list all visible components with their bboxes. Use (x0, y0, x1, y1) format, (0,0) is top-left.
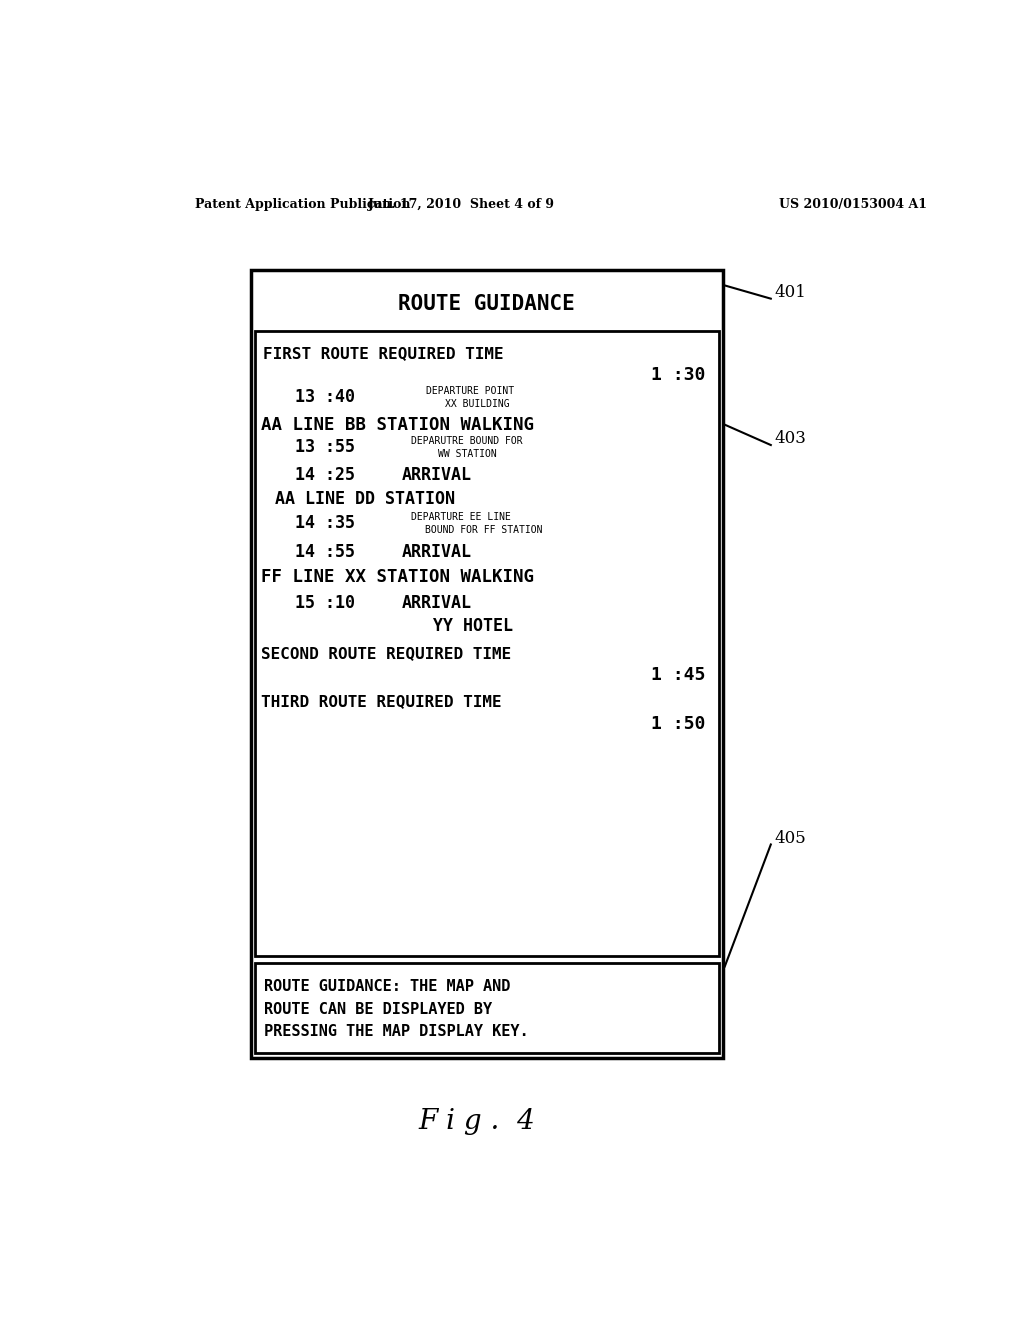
Text: 401: 401 (775, 284, 807, 301)
Text: 403: 403 (775, 430, 807, 447)
Text: ARRIVAL: ARRIVAL (401, 594, 472, 611)
Text: 1 :45: 1 :45 (651, 665, 706, 684)
Text: 13 :40: 13 :40 (295, 388, 354, 407)
Text: WW STATION: WW STATION (437, 449, 497, 459)
Text: ARRIVAL: ARRIVAL (401, 466, 472, 483)
Text: DEPARTURE EE LINE: DEPARTURE EE LINE (411, 512, 510, 523)
Text: 1 :50: 1 :50 (651, 714, 706, 733)
Text: ROUTE GUIDANCE: ROUTE GUIDANCE (398, 294, 575, 314)
Text: DEPARTURE POINT: DEPARTURE POINT (426, 387, 514, 396)
Text: ROUTE GUIDANCE: THE MAP AND: ROUTE GUIDANCE: THE MAP AND (264, 979, 511, 994)
Text: DEPARUTRE BOUND FOR: DEPARUTRE BOUND FOR (411, 436, 522, 446)
Bar (251, 271, 723, 1057)
Text: 14 :35: 14 :35 (295, 515, 354, 532)
Text: PRESSING THE MAP DISPLAY KEY.: PRESSING THE MAP DISPLAY KEY. (264, 1024, 529, 1039)
Text: Patent Application Publication: Patent Application Publication (196, 198, 411, 211)
Text: 15 :10: 15 :10 (295, 594, 354, 611)
Text: ROUTE CAN BE DISPLAYED BY: ROUTE CAN BE DISPLAYED BY (264, 1002, 493, 1016)
Text: 1 :30: 1 :30 (651, 366, 706, 384)
Text: 13 :55: 13 :55 (295, 438, 354, 455)
Text: YY HOTEL: YY HOTEL (433, 616, 513, 635)
Text: ARRIVAL: ARRIVAL (401, 543, 472, 561)
Text: SECOND ROUTE REQUIRED TIME: SECOND ROUTE REQUIRED TIME (261, 645, 512, 661)
Text: THIRD ROUTE REQUIRED TIME: THIRD ROUTE REQUIRED TIME (261, 693, 502, 709)
Text: FF LINE XX STATION WALKING: FF LINE XX STATION WALKING (261, 568, 535, 586)
Text: AA LINE DD STATION: AA LINE DD STATION (274, 490, 455, 508)
Text: 14 :55: 14 :55 (295, 543, 354, 561)
Text: 405: 405 (775, 830, 807, 847)
Text: FIRST ROUTE REQUIRED TIME: FIRST ROUTE REQUIRED TIME (263, 346, 504, 362)
Text: Jun. 17, 2010  Sheet 4 of 9: Jun. 17, 2010 Sheet 4 of 9 (368, 198, 555, 211)
Bar (255, 331, 719, 956)
Text: XX BUILDING: XX BUILDING (445, 400, 510, 409)
Bar (255, 964, 719, 1053)
Text: F i g .  4: F i g . 4 (419, 1109, 536, 1135)
Text: 14 :25: 14 :25 (295, 466, 354, 483)
Text: BOUND FOR FF STATION: BOUND FOR FF STATION (425, 525, 543, 536)
Text: US 2010/0153004 A1: US 2010/0153004 A1 (778, 198, 927, 211)
Text: AA LINE BB STATION WALKING: AA LINE BB STATION WALKING (261, 416, 535, 434)
